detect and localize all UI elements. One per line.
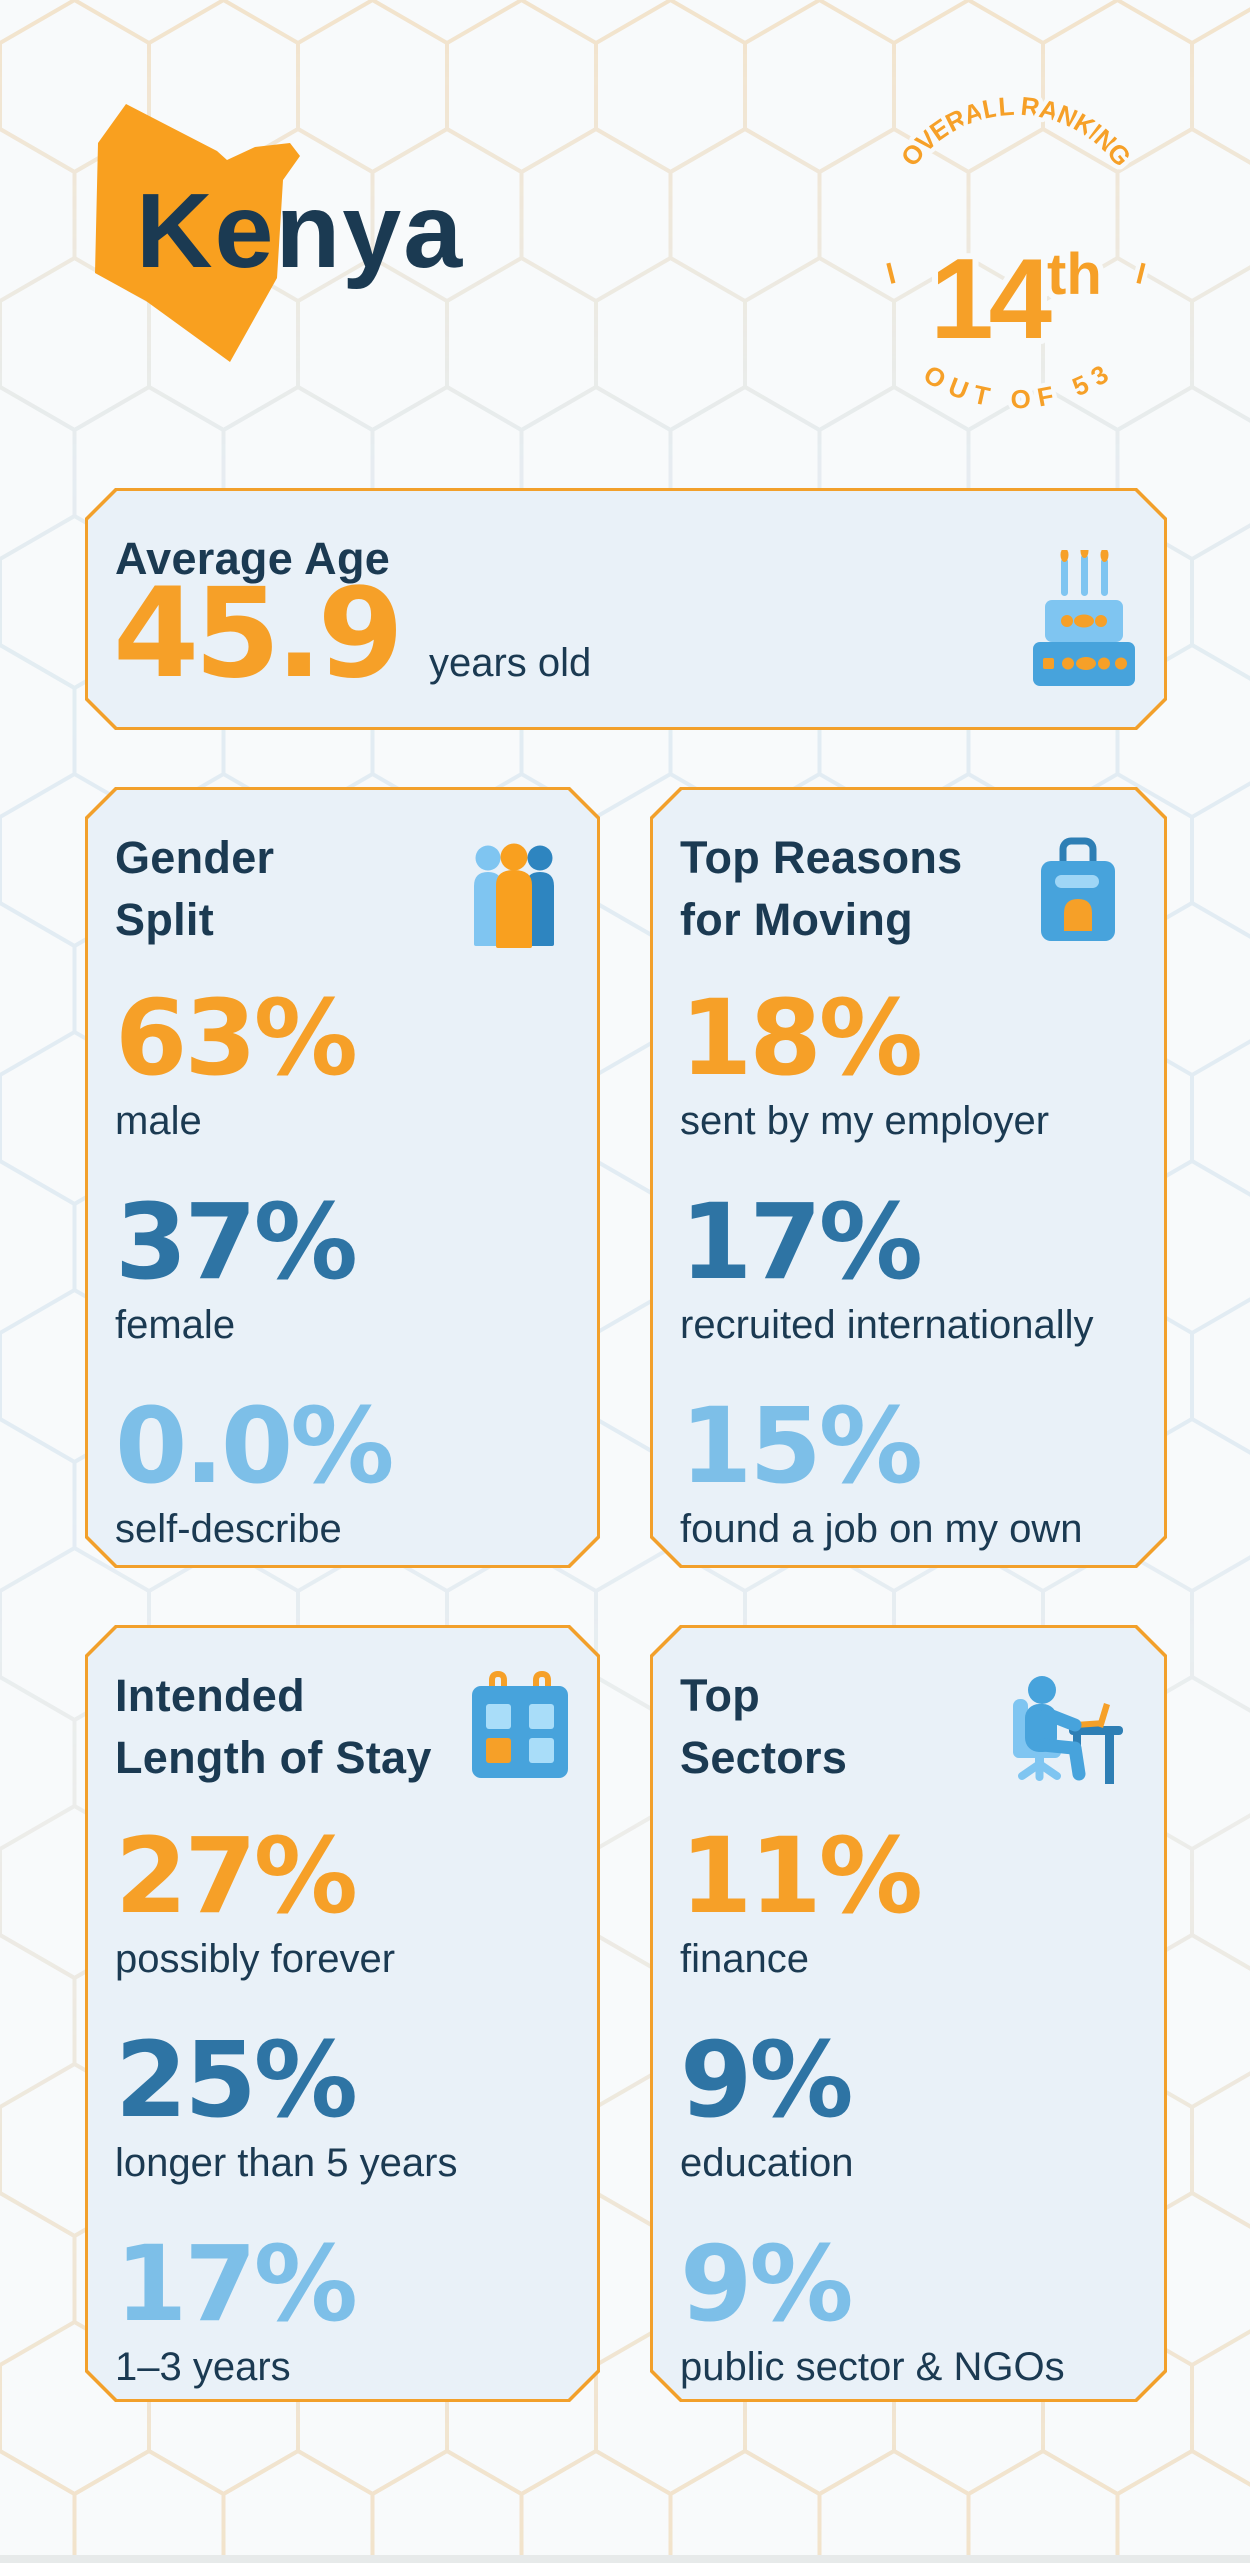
gender-split-card: Gender Split 63% male 37% female 0.0% sel… xyxy=(85,787,600,1568)
length-of-stay-card: Intended Length of Stay 27% possibly fore… xyxy=(85,1625,600,2402)
badge-rank: 14th xyxy=(930,236,1102,363)
card-title: Top Sectors xyxy=(680,1665,847,1789)
average-age-value: 45.9 xyxy=(113,562,399,706)
card-title-line1: Intended xyxy=(115,1670,305,1721)
stat-value: 17% xyxy=(680,1181,920,1303)
card-title-line2: Split xyxy=(115,894,214,945)
badge-right-dash: – xyxy=(1112,255,1163,289)
stat-item: 18% sent by my employer xyxy=(680,985,1153,1145)
card-title-line1: Top xyxy=(680,1670,761,1721)
badge-left-dash: – xyxy=(868,255,919,289)
stat-value: 17% xyxy=(115,2223,355,2345)
stat-item: 11% finance xyxy=(680,1823,1153,1983)
stat-label: recruited internationally xyxy=(680,1303,1094,1347)
birthday-cake-icon xyxy=(1031,550,1137,688)
stat-item: 9% public sector & NGOs xyxy=(680,2231,1153,2391)
average-age-unit: years old xyxy=(428,641,592,685)
stat-label: public sector & NGOs xyxy=(680,2345,1065,2389)
stat-item: 17% recruited internationally xyxy=(680,1189,1153,1349)
stat-value: 0.0% xyxy=(115,1385,392,1507)
top-reasons-card: Top Reasons for Moving 18% sent by my emp… xyxy=(650,787,1167,1568)
badge-top-arc-text: OVERALL RANKING xyxy=(895,91,1138,172)
stats-list: 18% sent by my employer 17% recruited in… xyxy=(680,985,1153,1597)
stat-item: 25% longer than 5 years xyxy=(115,2027,586,2187)
stat-value: 9% xyxy=(680,2223,851,2345)
stats-list: 11% finance 9% education 9% public secto… xyxy=(680,1823,1153,2435)
stat-label: male xyxy=(115,1099,202,1143)
stats-list: 63% male 37% female 0.0% self-describe xyxy=(115,985,586,1597)
stat-label: female xyxy=(115,1303,236,1347)
stat-label: longer than 5 years xyxy=(115,2141,458,2185)
card-title-line2: Length of Stay xyxy=(115,1732,432,1783)
card-title: Gender Split xyxy=(115,827,274,951)
average-age-card: Average Age 45.9 years old xyxy=(85,488,1167,730)
card-title-line1: Gender xyxy=(115,832,275,883)
stat-item: 27% possibly forever xyxy=(115,1823,586,1983)
card-title-line1: Top Reasons xyxy=(680,832,963,883)
stat-label: found a job on my own xyxy=(680,1507,1083,1551)
person-at-desk-icon xyxy=(1011,1673,1123,1795)
card-title: Average Age xyxy=(115,528,390,590)
stat-item: 9% education xyxy=(680,2027,1153,2187)
stat-item: 17% 1–3 years xyxy=(115,2231,586,2391)
stat-value: 18% xyxy=(680,977,920,1099)
badge-bottom-arc-text: OUT OF 53 xyxy=(919,359,1114,415)
stat-item: 15% found a job on my own xyxy=(680,1393,1153,1553)
stat-label: self-describe xyxy=(115,1507,342,1551)
stat-item: 63% male xyxy=(115,985,586,1145)
card-title-line2: for Moving xyxy=(680,894,913,945)
stat-label: 1–3 years xyxy=(115,2345,291,2389)
kenya-map-shape xyxy=(95,104,300,362)
stat-value: 63% xyxy=(115,977,355,1099)
card-title-line2: Sectors xyxy=(680,1732,848,1783)
stat-value: 11% xyxy=(680,1815,920,1937)
card-title: Intended Length of Stay xyxy=(115,1665,432,1789)
stat-item: 0.0% self-describe xyxy=(115,1393,586,1553)
stat-item: 37% female xyxy=(115,1189,586,1349)
stats-list: 27% possibly forever 25% longer than 5 y… xyxy=(115,1823,586,2435)
stat-label: sent by my employer xyxy=(680,1099,1050,1143)
calendar-icon xyxy=(472,1668,568,1780)
stat-label: possibly forever xyxy=(115,1937,396,1981)
card-title-text: Average Age xyxy=(115,533,391,584)
card-surface xyxy=(88,491,1164,727)
three-people-icon xyxy=(462,842,566,948)
stat-label: education xyxy=(680,2141,854,2185)
suitcase-icon xyxy=(1041,837,1115,943)
stat-value: 9% xyxy=(680,2019,851,2141)
page-title: Kenya xyxy=(136,172,465,290)
stat-label: finance xyxy=(680,1937,809,1981)
card-title: Top Reasons for Moving xyxy=(680,827,963,951)
top-sectors-card: Top Sectors xyxy=(650,1625,1167,2402)
stat-value: 37% xyxy=(115,1181,355,1303)
stat-value: 15% xyxy=(680,1385,920,1507)
stat-value: 27% xyxy=(115,1815,355,1937)
overall-ranking-badge: OVERALL RANKING OUT OF 53 – – 14th xyxy=(864,86,1168,419)
stat-value: 25% xyxy=(115,2019,355,2141)
average-age-value-row: 45.9 years old xyxy=(113,572,591,696)
